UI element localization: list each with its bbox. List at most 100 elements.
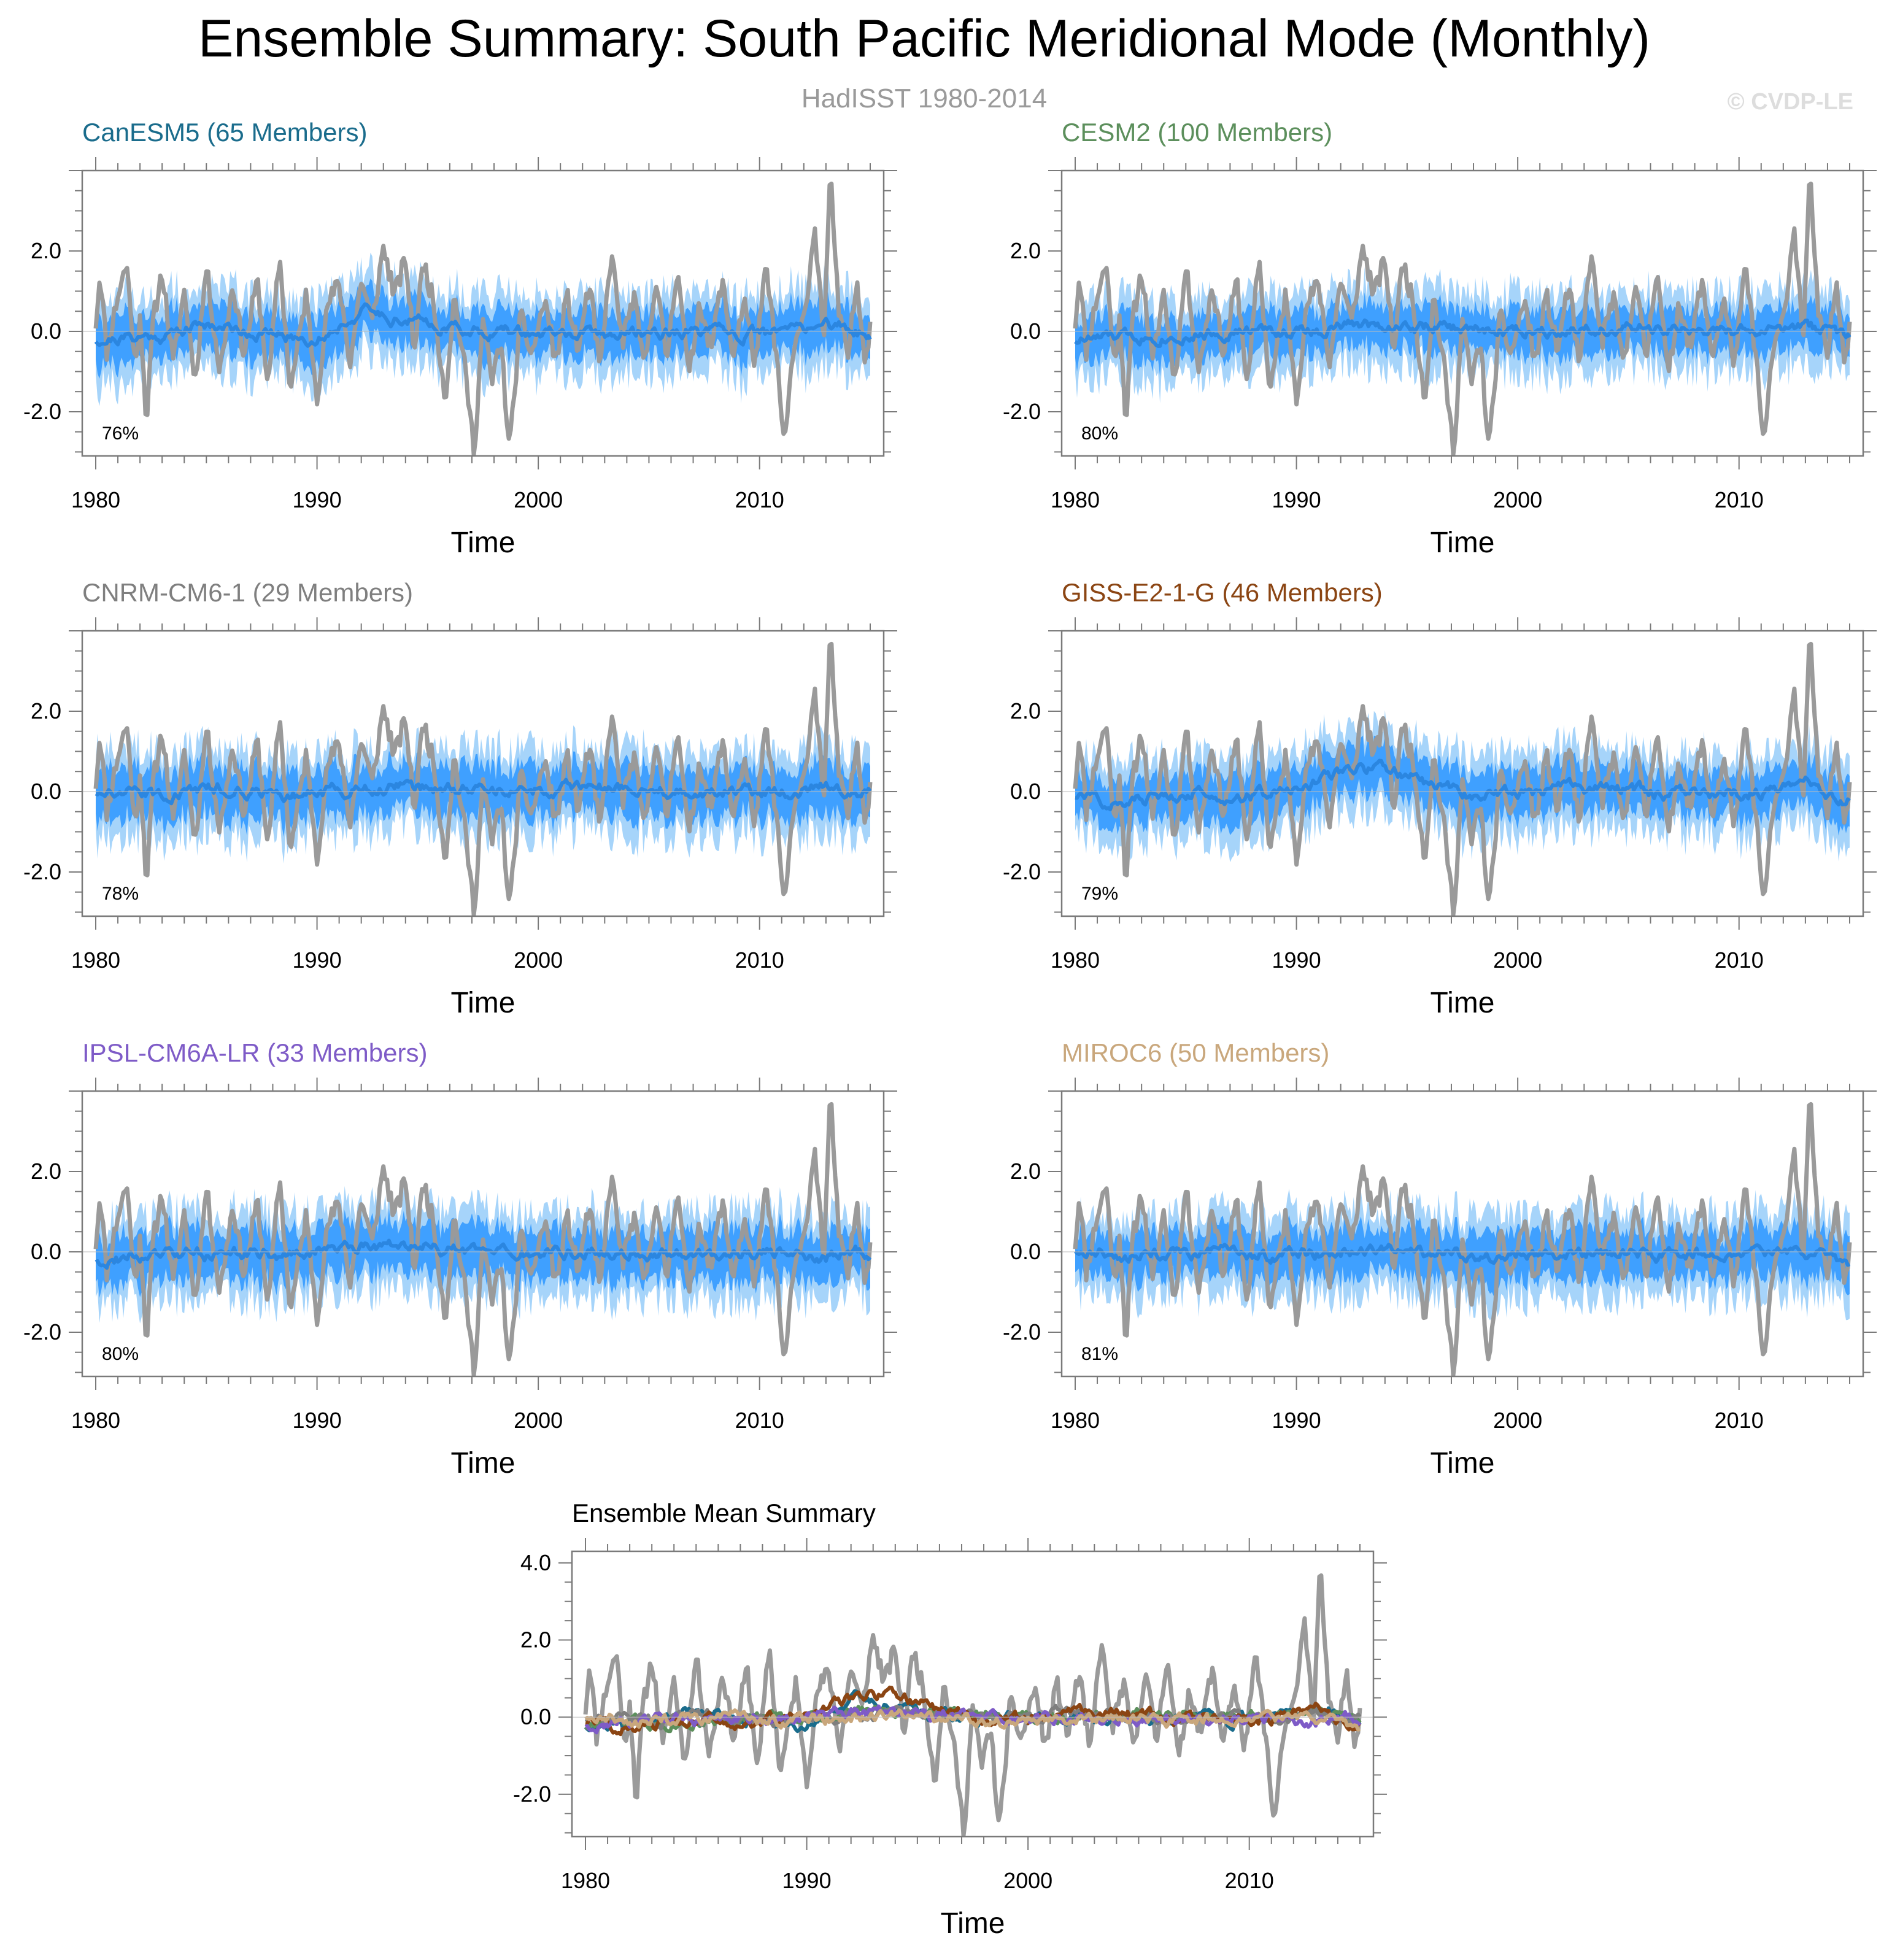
ensemble-mean-line bbox=[94, 302, 872, 348]
panel-annotation: 76% bbox=[102, 423, 139, 444]
plot-frame bbox=[1060, 1090, 1864, 1378]
plot-layers bbox=[82, 641, 884, 916]
x-tick-label: 1980 bbox=[71, 487, 120, 512]
panel-cesm2: CESM2 (100 Members) 1980 1990 2000 2010 2.0 0… bbox=[1003, 118, 1877, 559]
plot-frame bbox=[571, 1550, 1375, 1838]
x-tick-label: 1990 bbox=[293, 947, 342, 973]
x-axis-label: Time bbox=[1431, 527, 1495, 559]
x-tick-label: 2000 bbox=[1003, 1868, 1052, 1893]
x-tick-label: 2000 bbox=[514, 947, 563, 973]
y-tick-label: 0.0 bbox=[520, 1704, 551, 1729]
plot-area: 1980 1990 2000 2010 2.0 0.0 -2.0 bbox=[23, 1078, 897, 1433]
y-tick-label: 2.0 bbox=[31, 698, 61, 723]
plot-frame bbox=[1060, 169, 1864, 457]
y-tick-label: 2.0 bbox=[1010, 1159, 1041, 1184]
y-tick-label: 2.0 bbox=[520, 1627, 551, 1653]
y-tick-label: 2.0 bbox=[1010, 698, 1041, 723]
x-tick-label: 1990 bbox=[1272, 487, 1321, 512]
plot-area: 1980 1990 2000 2010 2.0 0.0 -2.0 bbox=[1003, 1078, 1877, 1433]
panel-cnrm-cm6-1: CNRM-CM6-1 (29 Members) 1980 1990 2000 2010… bbox=[23, 578, 897, 1019]
x-tick-label: 2010 bbox=[1225, 1868, 1274, 1893]
panel-miroc6: MIROC6 (50 Members) 1980 1990 2000 2010 2.0 0… bbox=[1003, 1038, 1877, 1480]
x-tick-label: 2000 bbox=[1493, 487, 1542, 512]
panel-ipsl-cm6a-lr: IPSL-CM6A-LR (33 Members) 1980 1990 2000 20… bbox=[23, 1038, 897, 1480]
plot-area: 1980 1990 2000 2010 2.0 0.0 -2.0 bbox=[23, 617, 897, 973]
x-axis-label: Time bbox=[451, 1447, 515, 1480]
ensemble-mean-line bbox=[1075, 758, 1851, 812]
panel-title: IPSL-CM6A-LR (33 Members) bbox=[82, 1038, 427, 1067]
ensemble-mean-line bbox=[1074, 318, 1851, 348]
plot-area: 1980 1990 2000 2010 2.0 0.0 -2.0 bbox=[1003, 157, 1877, 512]
x-tick-label: 1990 bbox=[293, 1408, 342, 1433]
panel-ensemble-mean-summary: Ensemble Mean Summary 1980 1990 2000 2010 4.… bbox=[513, 1499, 1387, 1940]
y-tick-label: 2.0 bbox=[1010, 238, 1041, 263]
plot-layers bbox=[572, 1573, 1373, 1837]
panel-title: Ensemble Mean Summary bbox=[572, 1499, 876, 1527]
x-axis-label: Time bbox=[941, 1907, 1005, 1940]
panel-giss-e2-1-g: GISS-E2-1-G (46 Members) 1980 1990 2000 201… bbox=[1003, 578, 1877, 1019]
y-tick-label: -2.0 bbox=[1003, 399, 1041, 424]
y-tick-label: -2.0 bbox=[1003, 1319, 1041, 1345]
x-tick-label: 1990 bbox=[782, 1868, 832, 1893]
panel-title: CNRM-CM6-1 (29 Members) bbox=[82, 578, 413, 607]
plot-area: 1980 1990 2000 2010 4.0 2.0 0.0 -2.0 bbox=[513, 1538, 1387, 1893]
x-tick-label: 2010 bbox=[1715, 487, 1764, 512]
x-tick-label: 2010 bbox=[1715, 947, 1764, 973]
figure-subtitle: HadISST 1980-2014 bbox=[801, 83, 1047, 114]
watermark: © CVDP-LE bbox=[1728, 89, 1853, 115]
x-axis-label: Time bbox=[1431, 987, 1495, 1019]
ensemble-mean-line bbox=[95, 1238, 872, 1270]
observed-series-line bbox=[93, 181, 873, 456]
x-tick-label: 1980 bbox=[71, 947, 120, 973]
x-tick-label: 2010 bbox=[735, 1408, 784, 1433]
observed-series-line bbox=[1073, 1102, 1852, 1376]
plot-layers bbox=[1062, 181, 1863, 456]
x-tick-label: 2000 bbox=[1493, 947, 1542, 973]
x-axis-label: Time bbox=[451, 527, 515, 559]
panel-annotation: 78% bbox=[102, 884, 139, 904]
y-tick-label: 0.0 bbox=[1010, 779, 1041, 804]
panel-canesm5: CanESM5 (65 Members) 1980 1990 2000 2010 2.0… bbox=[23, 118, 897, 559]
panel-title: CanESM5 (65 Members) bbox=[82, 118, 367, 147]
y-tick-label: 2.0 bbox=[31, 1159, 61, 1184]
plot-frame bbox=[81, 1090, 885, 1378]
x-tick-label: 1980 bbox=[561, 1868, 610, 1893]
y-tick-label: 0.0 bbox=[31, 779, 61, 804]
plot-layers bbox=[1062, 641, 1863, 916]
panel-title: MIROC6 (50 Members) bbox=[1062, 1038, 1329, 1067]
x-tick-label: 1980 bbox=[1051, 1408, 1100, 1433]
y-tick-label: -2.0 bbox=[23, 859, 61, 884]
plot-frame bbox=[1060, 630, 1864, 917]
figure-title: Ensemble Summary: South Pacific Meridion… bbox=[198, 9, 1650, 68]
plot-layers bbox=[1062, 1102, 1863, 1376]
x-tick-label: 2000 bbox=[1493, 1408, 1542, 1433]
series-line-miroc6 bbox=[584, 1708, 1361, 1732]
panel-title: CESM2 (100 Members) bbox=[1062, 118, 1332, 147]
plot-frame bbox=[81, 169, 885, 457]
series-line-hadisst bbox=[583, 1573, 1362, 1837]
observed-series-line bbox=[93, 1102, 873, 1376]
y-tick-label: 4.0 bbox=[520, 1550, 551, 1575]
x-tick-label: 1980 bbox=[1051, 947, 1100, 973]
x-tick-label: 1990 bbox=[293, 487, 342, 512]
y-tick-label: -2.0 bbox=[23, 399, 61, 424]
x-tick-label: 2010 bbox=[735, 947, 784, 973]
panel-annotation: 79% bbox=[1081, 884, 1118, 904]
observed-series-line bbox=[1073, 641, 1852, 916]
ensemble-mean-line bbox=[95, 777, 872, 806]
plot-layers bbox=[82, 1102, 884, 1376]
observed-series-line bbox=[93, 641, 873, 916]
ensemble-mean-line bbox=[1074, 1243, 1851, 1267]
x-tick-label: 1990 bbox=[1272, 1408, 1321, 1433]
y-tick-label: 0.0 bbox=[31, 318, 61, 344]
panel-annotation: 80% bbox=[1081, 423, 1118, 444]
y-tick-label: 0.0 bbox=[1010, 318, 1041, 344]
plot-area: 1980 1990 2000 2010 2.0 0.0 -2.0 bbox=[1003, 617, 1877, 973]
x-tick-label: 2000 bbox=[514, 1408, 563, 1433]
plot-area: 1980 1990 2000 2010 2.0 0.0 -2.0 bbox=[23, 157, 897, 512]
y-tick-label: -2.0 bbox=[513, 1781, 551, 1807]
x-tick-label: 2010 bbox=[1715, 1408, 1764, 1433]
plot-layers bbox=[82, 181, 884, 456]
plot-frame bbox=[81, 630, 885, 917]
